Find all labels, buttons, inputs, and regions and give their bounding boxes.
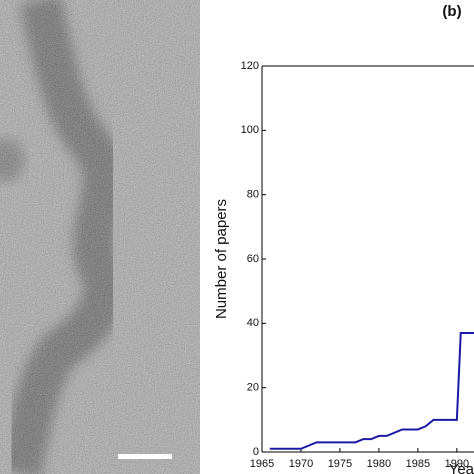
x-tick-label: 1980: [367, 458, 391, 470]
x-tick-label: 1975: [328, 458, 352, 470]
y-tick-label: 120: [241, 60, 259, 72]
x-tick-label: 1985: [406, 458, 430, 470]
x-tick-label: 1965: [250, 458, 274, 470]
x-tick-label: 1990: [445, 458, 469, 470]
y-axis-label: Number of papers: [213, 199, 230, 319]
y-tick-label: 40: [247, 317, 259, 329]
data-line: [269, 331, 474, 450]
y-tick-label: 100: [241, 124, 259, 136]
x-axis-label: Yea: [449, 461, 474, 474]
x-tick-label: 1970: [289, 458, 313, 470]
y-tick-label: 20: [247, 382, 259, 394]
y-tick-label: 80: [247, 189, 259, 201]
y-tick-label: 60: [247, 253, 259, 265]
y-tick-label: 0: [253, 446, 259, 458]
micrograph: [0, 0, 200, 474]
panel-label: (b): [442, 3, 461, 20]
